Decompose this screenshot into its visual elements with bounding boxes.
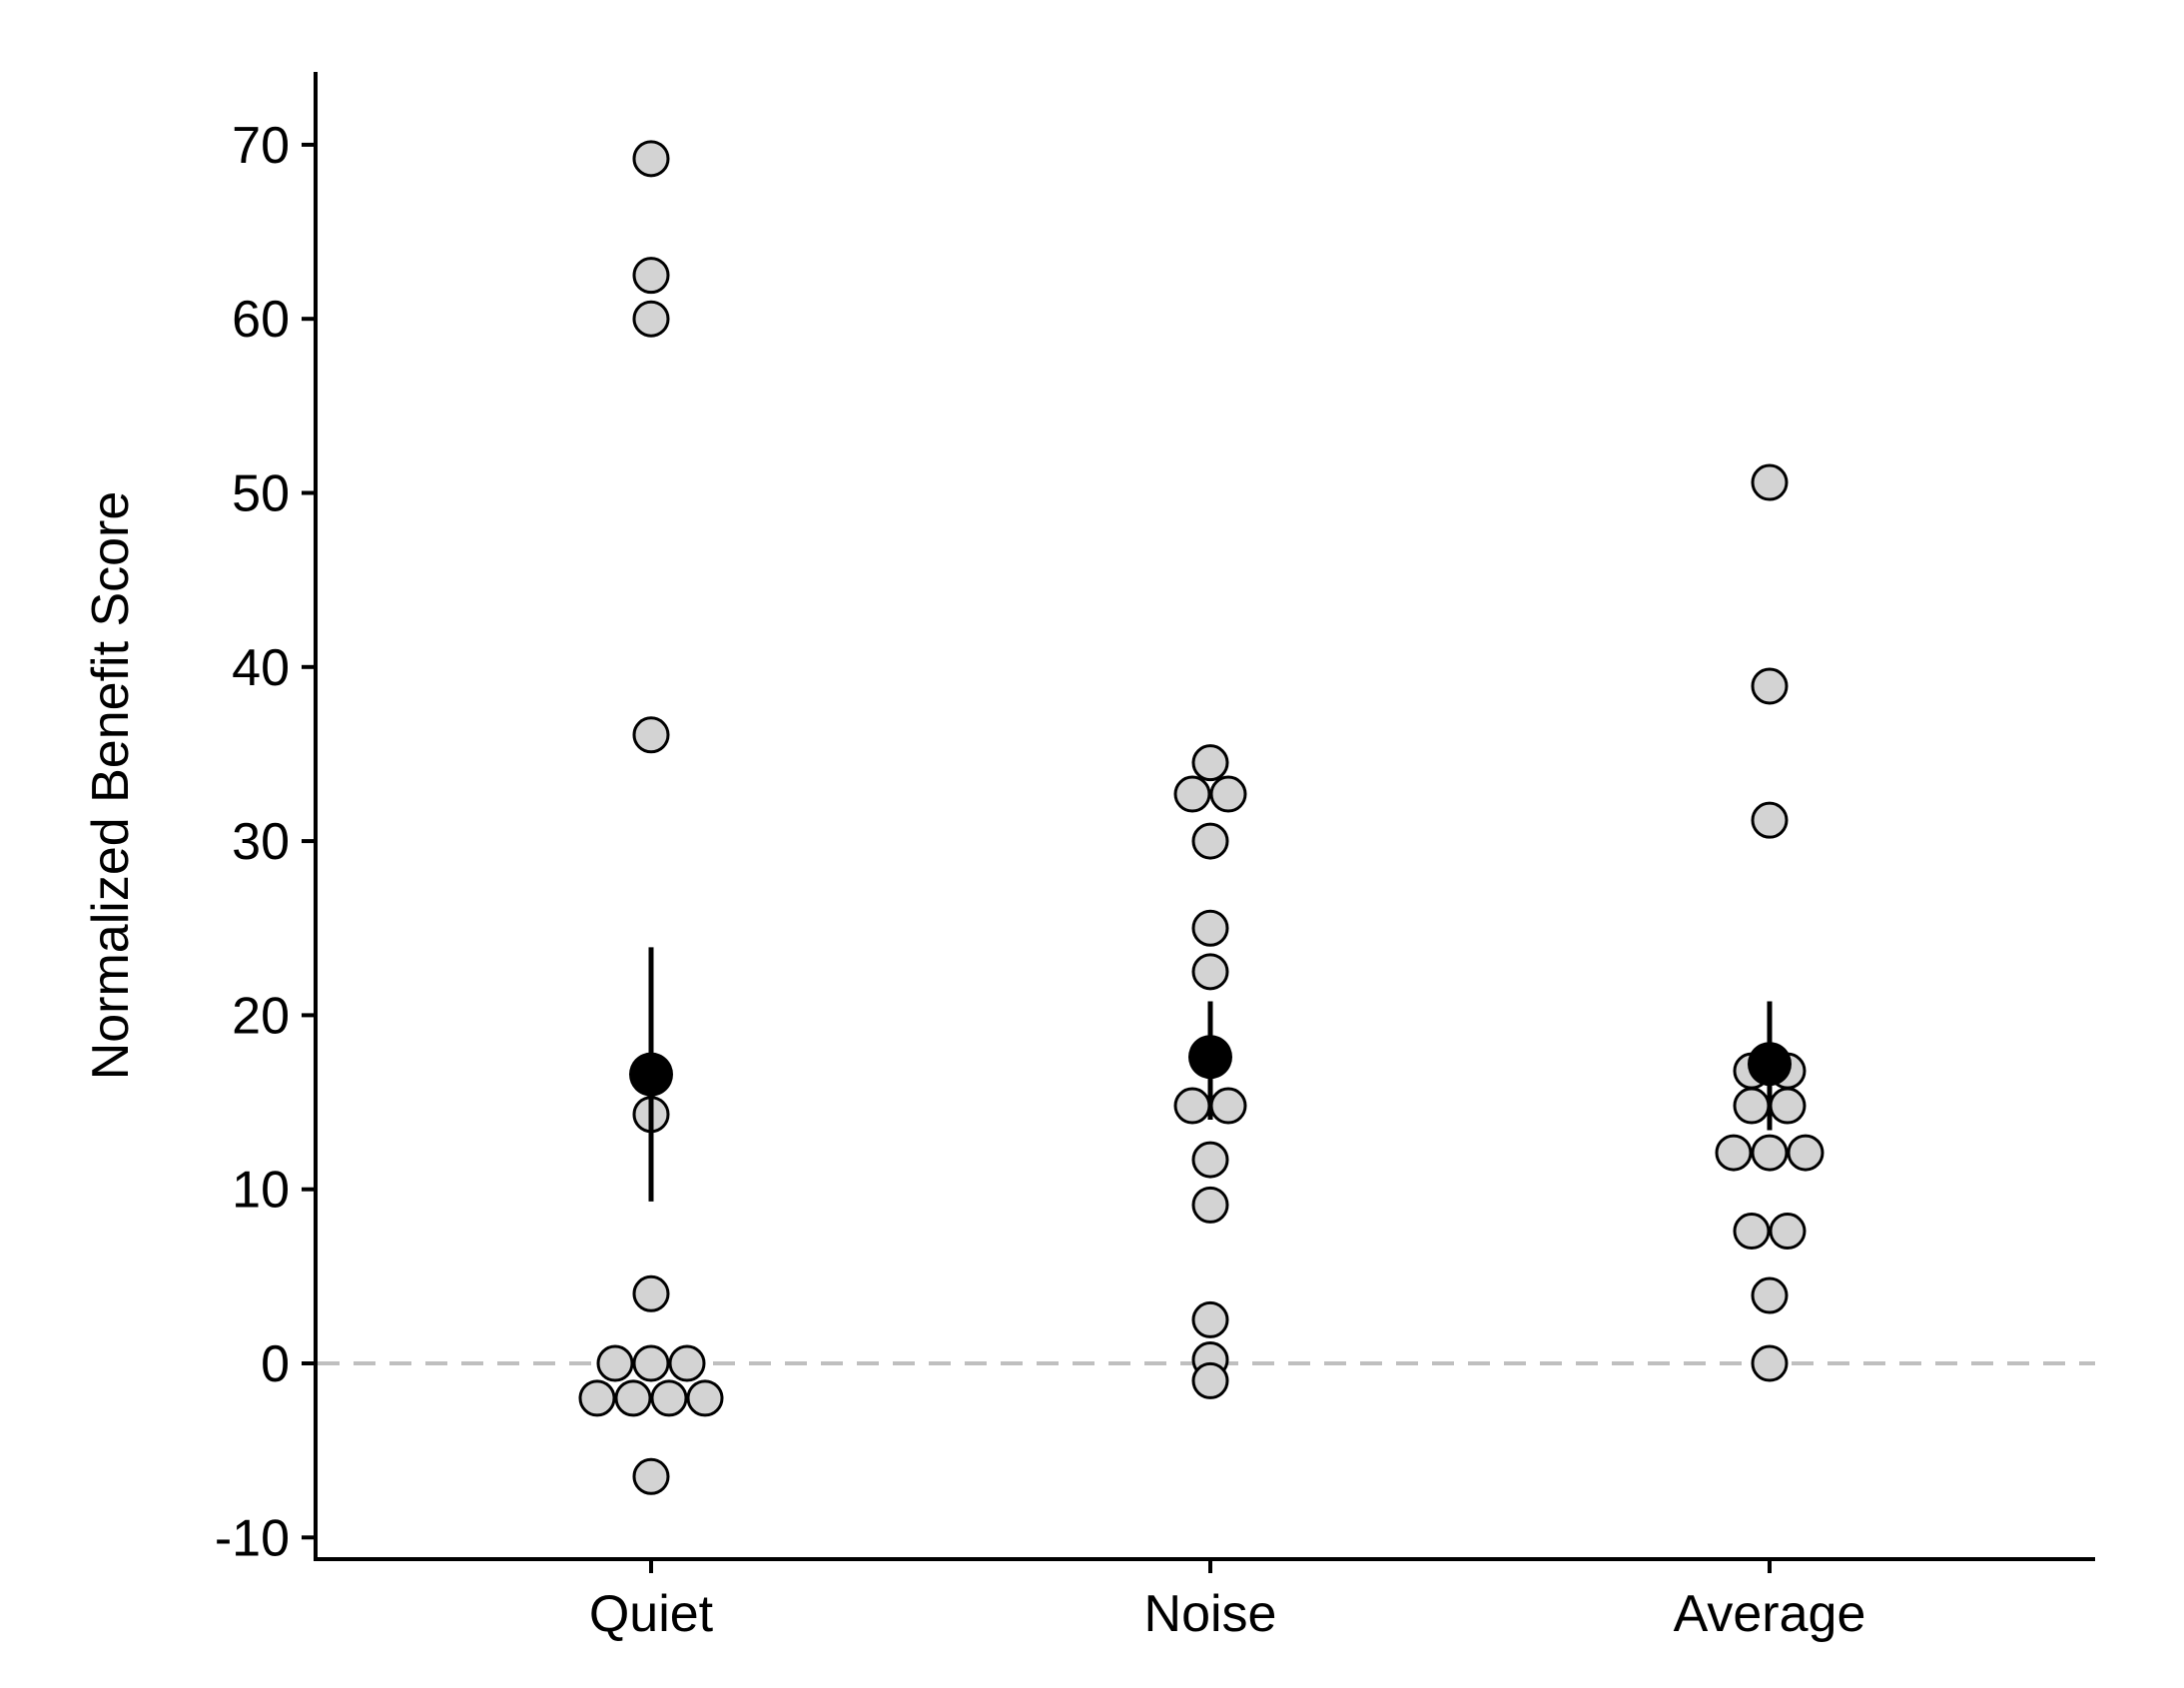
data-point xyxy=(1715,1134,1753,1172)
data-point xyxy=(596,1344,634,1382)
data-point xyxy=(632,257,670,295)
data-point xyxy=(1209,1087,1247,1125)
data-point xyxy=(1173,1087,1211,1125)
data-point xyxy=(1191,1361,1229,1399)
data-point xyxy=(578,1379,616,1417)
y-tick-label: 40 xyxy=(232,639,290,697)
mean-point xyxy=(629,1052,673,1097)
mean-point xyxy=(1188,1035,1232,1080)
data-point xyxy=(1191,953,1229,991)
data-point xyxy=(1751,1134,1789,1172)
data-point xyxy=(1191,1141,1229,1179)
data-point xyxy=(1191,822,1229,860)
y-tick-label: 30 xyxy=(232,813,290,871)
y-axis-title: Normalized Benefit Score xyxy=(82,491,140,1081)
data-point xyxy=(1191,744,1229,782)
data-point xyxy=(1733,1087,1771,1125)
data-point xyxy=(1191,909,1229,947)
data-point xyxy=(1769,1087,1807,1125)
data-point xyxy=(1191,1300,1229,1338)
data-point xyxy=(1751,463,1789,501)
data-point xyxy=(632,1344,670,1382)
data-point xyxy=(632,300,670,338)
y-tick-label: 20 xyxy=(232,987,290,1045)
y-ticks: -10 0 10 20 30 40 50 60 70 xyxy=(215,117,316,1567)
data-point xyxy=(668,1344,706,1382)
means-layer xyxy=(629,947,1792,1202)
mean-point xyxy=(1748,1042,1792,1087)
x-ticks: Quiet Noise Average xyxy=(589,1559,1866,1643)
data-point xyxy=(614,1379,652,1417)
data-point xyxy=(1751,1344,1789,1382)
data-point xyxy=(1191,1186,1229,1224)
data-point xyxy=(632,140,670,178)
y-tick-label: 50 xyxy=(232,465,290,523)
y-tick-label: -10 xyxy=(215,1509,290,1567)
data-point xyxy=(686,1379,724,1417)
data-point xyxy=(1751,1276,1789,1314)
axes xyxy=(314,72,2095,1561)
data-point xyxy=(632,1274,670,1312)
x-tick-label: Noise xyxy=(1144,1585,1277,1643)
data-point xyxy=(1209,775,1247,813)
x-tick-label: Average xyxy=(1674,1585,1866,1643)
y-tick-label: 0 xyxy=(261,1335,290,1393)
data-point xyxy=(1769,1213,1807,1251)
data-points xyxy=(578,140,1824,1495)
y-tick-label: 70 xyxy=(232,117,290,175)
data-point xyxy=(1751,801,1789,839)
y-tick-label: 60 xyxy=(232,291,290,349)
x-tick-label: Quiet xyxy=(589,1585,714,1643)
data-point xyxy=(1173,775,1211,813)
data-point xyxy=(632,716,670,754)
data-point xyxy=(1733,1213,1771,1251)
data-point xyxy=(650,1379,688,1417)
data-point xyxy=(632,1457,670,1495)
y-tick-label: 10 xyxy=(232,1162,290,1220)
data-point xyxy=(1751,667,1789,705)
data-point xyxy=(1787,1134,1824,1172)
